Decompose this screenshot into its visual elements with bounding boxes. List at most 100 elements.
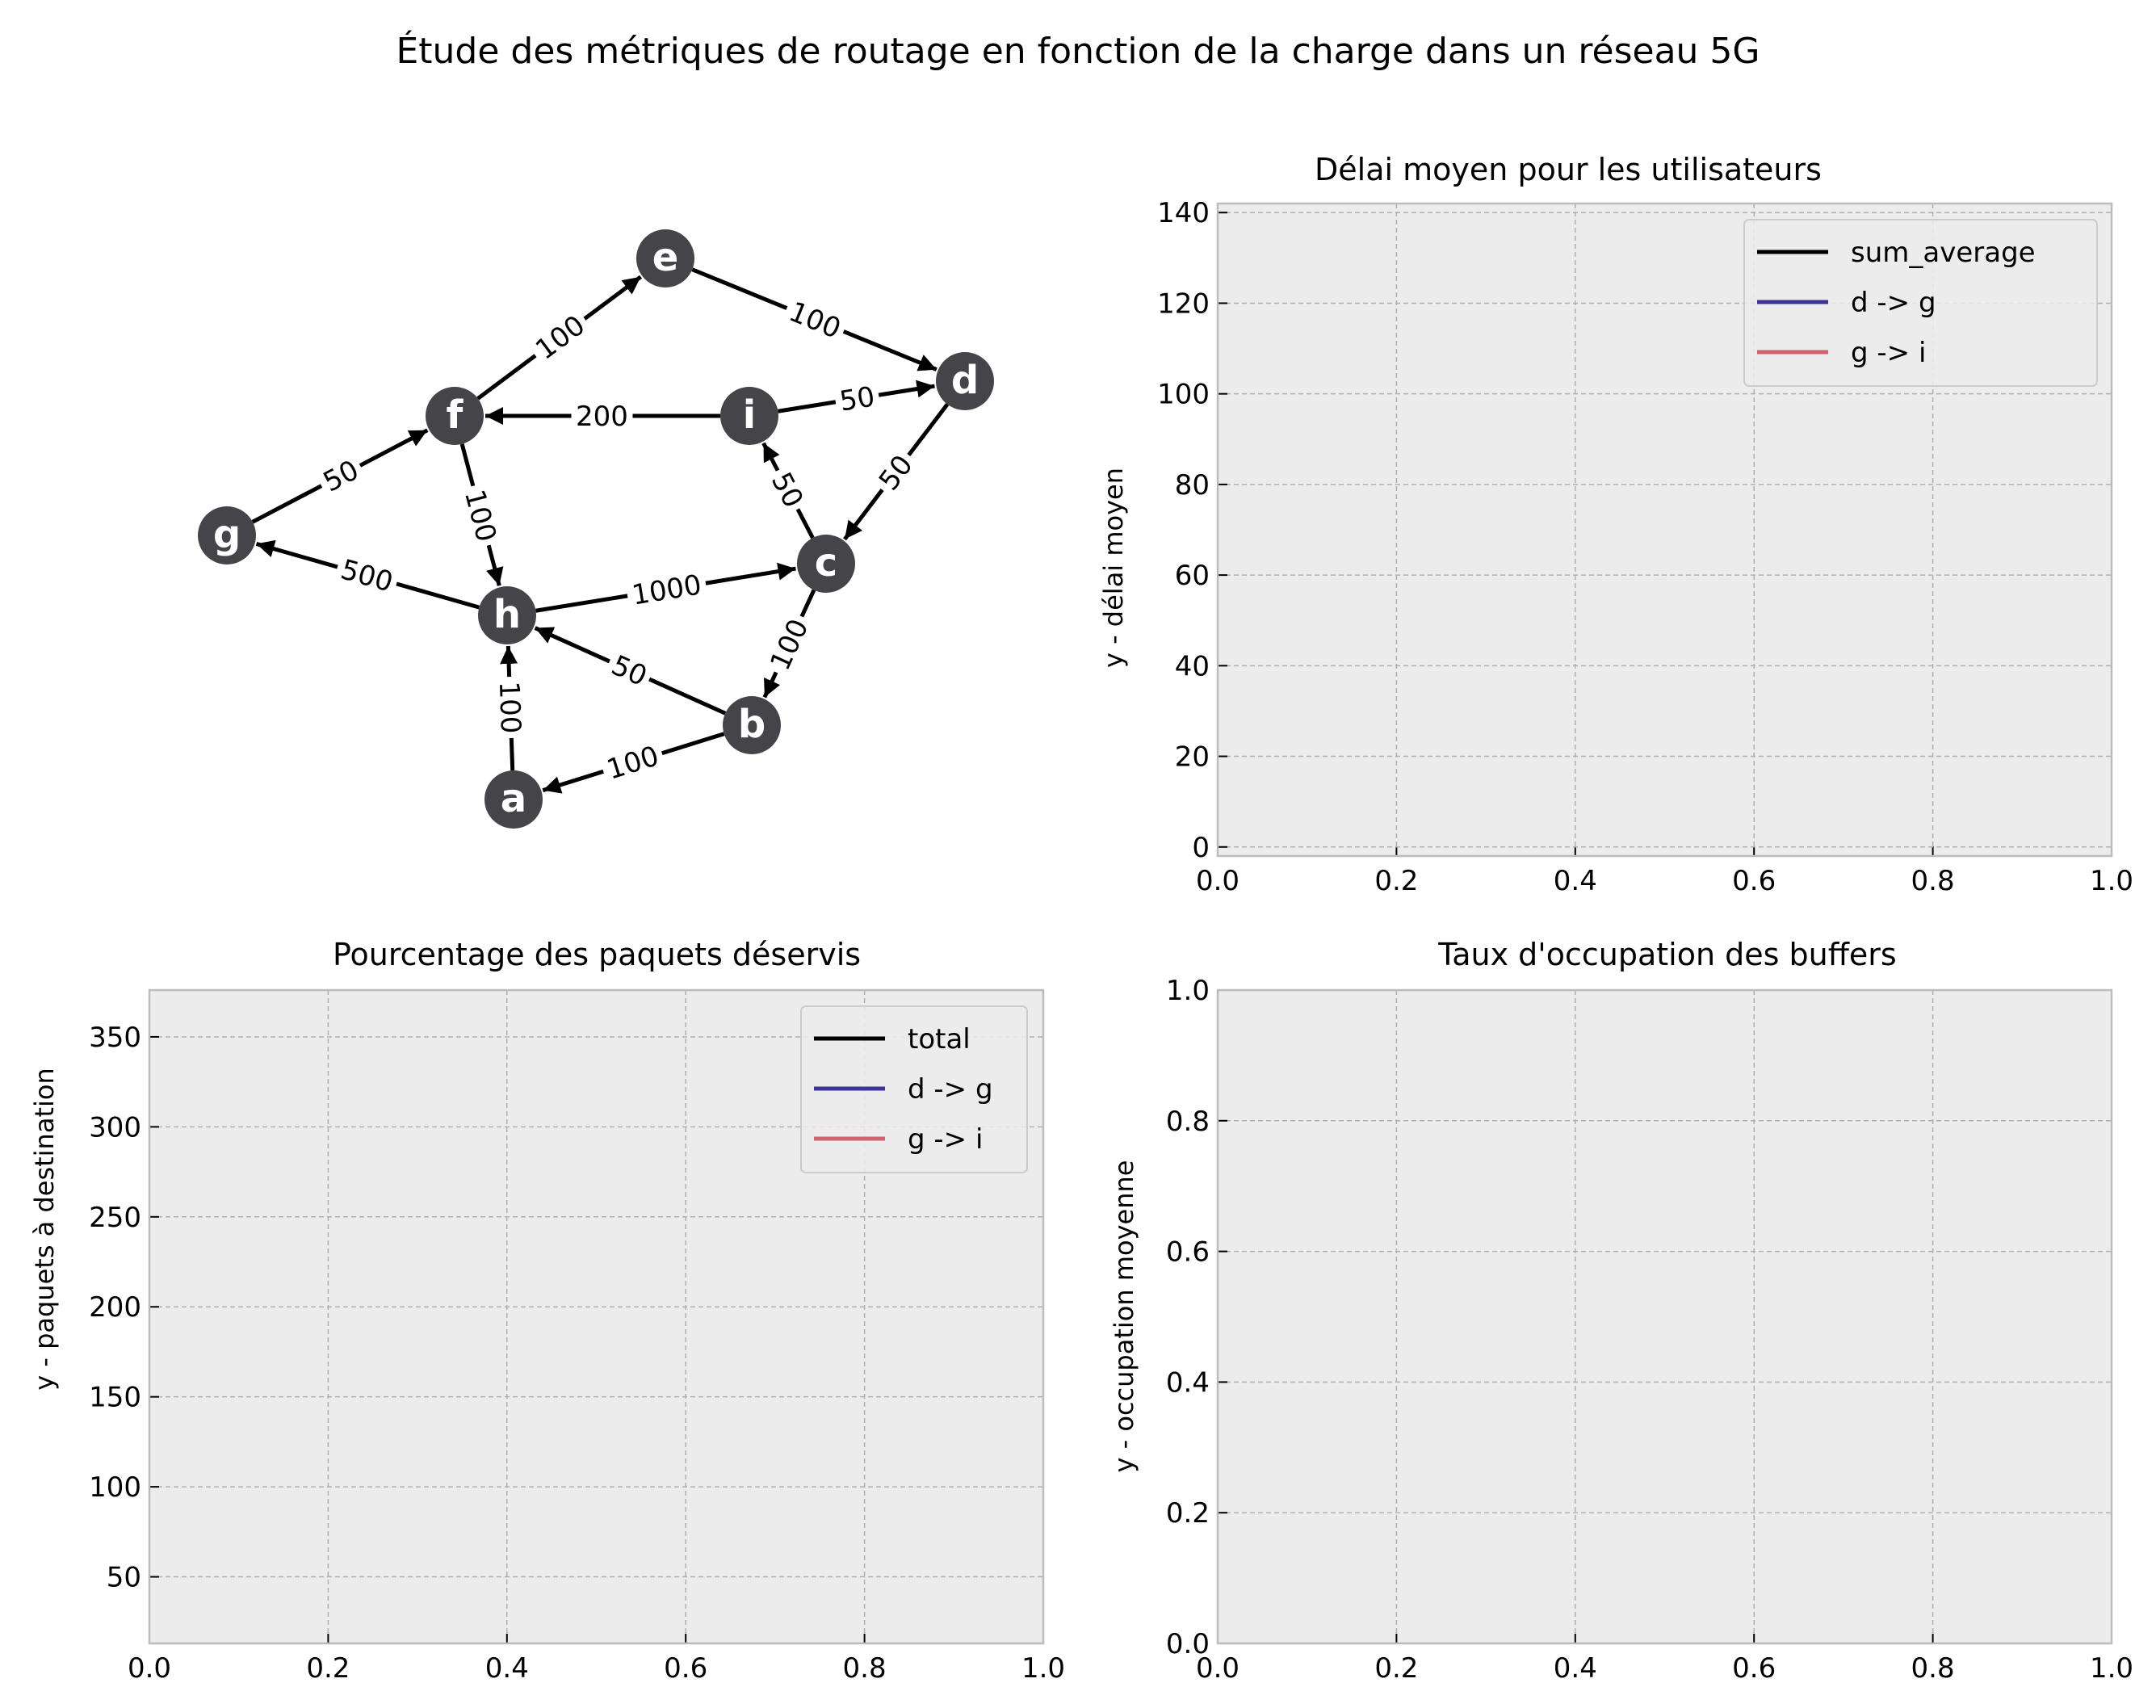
node-label-d: d <box>951 358 979 403</box>
axes-frame <box>148 988 1045 1645</box>
x-tick-label: 0.4 <box>485 1652 529 1685</box>
svg-text:200: 200 <box>576 401 628 433</box>
node-label-f: f <box>447 392 464 438</box>
x-tick-label: 0.4 <box>1554 1652 1597 1685</box>
buffer-chart-title: Taux d'occupation des buffers <box>1437 937 1896 972</box>
node-i <box>720 387 778 445</box>
edge-label-f-h: 100 <box>457 481 505 550</box>
axes-frame <box>1216 988 2113 1645</box>
legend-label: sum_average <box>1851 237 2036 269</box>
x-tick-label: 1.0 <box>2090 1652 2133 1685</box>
node-label-g: g <box>213 512 241 557</box>
x-tick-label: 0.2 <box>1374 1652 1418 1685</box>
y-tick-label: 200 <box>89 1291 141 1324</box>
delay-chart-title: Délai moyen pour les utilisateurs <box>1315 152 1822 187</box>
x-tick-label: 1.0 <box>1021 1652 1065 1685</box>
y-tick-label: 20 <box>1175 741 1210 774</box>
x-tick-label: 0.0 <box>128 1652 171 1685</box>
network-graph: 100 100 200 50 50 100 50 50 500 1000 100 50 100 100 a b… <box>198 229 994 829</box>
edge-label-d-c: 50 <box>869 445 922 500</box>
edge-label-b-h: 50 <box>602 646 656 695</box>
legend-label: g -> i <box>1851 337 1926 369</box>
node-b <box>723 696 781 754</box>
legend-label: g -> i <box>908 1123 983 1156</box>
edge-label-f-e: 100 <box>526 305 594 369</box>
y-tick-label: 300 <box>89 1111 141 1144</box>
y-tick-label: 0.6 <box>1166 1236 1210 1269</box>
x-tick-label: 0.8 <box>843 1652 887 1685</box>
packets-chart: Pourcentage des paquets déservis y - paq… <box>29 937 1065 1685</box>
y-tick-label: 0 <box>1192 832 1210 864</box>
node-label-c: c <box>815 540 837 585</box>
edge-label-a-h: 100 <box>493 676 528 739</box>
node-g <box>198 506 256 564</box>
y-tick-label: 1.0 <box>1166 975 1210 1007</box>
node-d <box>936 352 994 410</box>
svg-text:1000: 1000 <box>630 569 704 611</box>
x-tick-label: 0.6 <box>1732 865 1776 897</box>
y-tick-label: 150 <box>89 1382 141 1414</box>
x-tick-label: 0.6 <box>1732 1652 1776 1685</box>
svg-text:50: 50 <box>873 449 920 497</box>
x-tick-label: 0.0 <box>1196 1652 1239 1685</box>
y-tick-label: 0.4 <box>1166 1366 1210 1399</box>
plot-area <box>1218 990 2112 1643</box>
edge-label-c-b: 100 <box>761 610 817 679</box>
buffer-chart: Taux d'occupation des buffers y - occupa… <box>1109 937 2133 1685</box>
axes-frame <box>1216 202 2113 858</box>
y-tick-label: 250 <box>89 1202 141 1234</box>
x-tick-label: 0.6 <box>664 1652 707 1685</box>
packets-chart-ylabel: y - paquets à destination <box>29 1068 60 1391</box>
svg-text:100: 100 <box>493 681 526 734</box>
node-e <box>636 229 694 287</box>
edge-label-h-g: 500 <box>333 551 401 600</box>
delay-chart-ylabel: y - délai moyen <box>1098 468 1129 668</box>
svg-text:50: 50 <box>837 380 877 418</box>
packets-chart-title: Pourcentage des paquets déservis <box>333 937 861 972</box>
legend <box>1743 219 2098 387</box>
edge-label-i-d: 50 <box>833 379 882 418</box>
legend-label: d -> g <box>908 1073 993 1106</box>
node-label-h: h <box>493 592 521 637</box>
y-tick-label: 60 <box>1175 560 1210 592</box>
y-tick-label: 0.8 <box>1166 1106 1210 1138</box>
node-label-i: i <box>743 392 756 438</box>
svg-text:100: 100 <box>458 486 502 545</box>
svg-text:500: 500 <box>338 553 396 598</box>
y-tick-label: 100 <box>89 1471 141 1504</box>
node-a <box>484 770 543 829</box>
edge-label-g-f: 50 <box>313 451 368 501</box>
x-tick-label: 0.8 <box>1911 1652 1955 1685</box>
legend-label: total <box>908 1023 971 1055</box>
node-label-e: e <box>652 235 679 280</box>
y-tick-label: 100 <box>1157 379 1210 411</box>
y-tick-label: 0.0 <box>1166 1628 1210 1660</box>
edge-label-i-f: 200 <box>571 400 633 433</box>
edge-label-e-d: 100 <box>780 293 850 346</box>
y-tick-label: 80 <box>1175 469 1210 501</box>
legend <box>800 1005 1028 1173</box>
x-tick-label: 0.4 <box>1554 865 1597 897</box>
x-tick-label: 0.0 <box>1196 865 1239 897</box>
delay-chart: Délai moyen pour les utilisateurs y - dé… <box>1098 152 2133 897</box>
y-tick-label: 0.2 <box>1166 1497 1210 1530</box>
y-tick-label: 140 <box>1157 197 1210 229</box>
edge-label-h-c: 1000 <box>624 567 709 612</box>
figure-title: Étude des métriques de routage en foncti… <box>396 29 1760 72</box>
node-c <box>797 535 855 593</box>
edge-label-b-a: 100 <box>598 737 667 787</box>
node-label-b: b <box>738 702 766 747</box>
node-f <box>426 387 484 445</box>
svg-text:100: 100 <box>603 740 663 787</box>
legend-label: d -> g <box>1851 287 1936 319</box>
y-tick-label: 120 <box>1157 287 1210 320</box>
y-tick-label: 50 <box>107 1562 141 1594</box>
y-tick-label: 350 <box>89 1022 141 1054</box>
x-tick-label: 0.8 <box>1911 865 1955 897</box>
x-tick-label: 0.2 <box>1374 865 1418 897</box>
x-tick-label: 0.2 <box>306 1652 350 1685</box>
x-tick-label: 1.0 <box>2090 865 2133 897</box>
buffer-chart-ylabel: y - occupation moyenne <box>1109 1160 1139 1473</box>
node-h <box>478 586 536 644</box>
